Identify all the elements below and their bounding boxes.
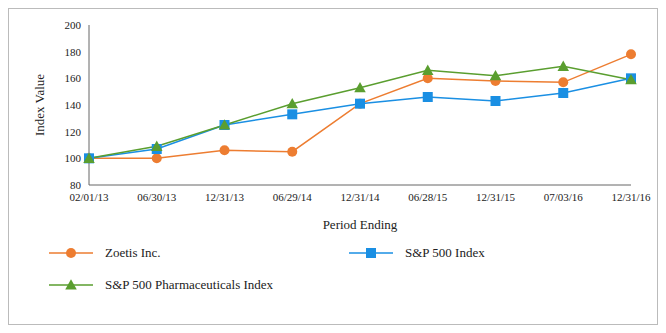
svg-text:07/03/16: 07/03/16 [544, 191, 584, 203]
svg-text:06/29/14: 06/29/14 [273, 191, 313, 203]
svg-text:12/31/15: 12/31/15 [476, 191, 516, 203]
svg-text:80: 80 [70, 179, 82, 191]
svg-text:12/31/16: 12/31/16 [611, 191, 651, 203]
svg-text:Period Ending: Period Ending [323, 217, 398, 232]
svg-text:02/01/13: 02/01/13 [69, 191, 109, 203]
svg-text:100: 100 [65, 152, 82, 164]
svg-text:120: 120 [65, 126, 82, 138]
svg-text:200: 200 [65, 19, 82, 31]
svg-text:140: 140 [65, 99, 82, 111]
svg-text:Index Value: Index Value [32, 74, 47, 136]
html-text:S&P 500 Index: S&P 500 Index [405, 245, 485, 260]
svg-text:06/30/13: 06/30/13 [137, 191, 177, 203]
svg-text:180: 180 [65, 46, 82, 58]
svg-text:12/31/14: 12/31/14 [340, 191, 380, 203]
html-text:Zoetis Inc.: Zoetis Inc. [105, 245, 161, 260]
html-text:S&P 500 Pharmaceuticals Index: S&P 500 Pharmaceuticals Index [105, 277, 274, 292]
svg-text:160: 160 [65, 72, 82, 84]
svg-text:06/28/15: 06/28/15 [408, 191, 448, 203]
svg-text:12/31/13: 12/31/13 [205, 191, 245, 203]
